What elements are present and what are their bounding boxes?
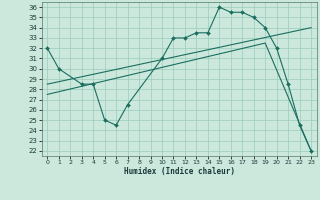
X-axis label: Humidex (Indice chaleur): Humidex (Indice chaleur) xyxy=(124,167,235,176)
